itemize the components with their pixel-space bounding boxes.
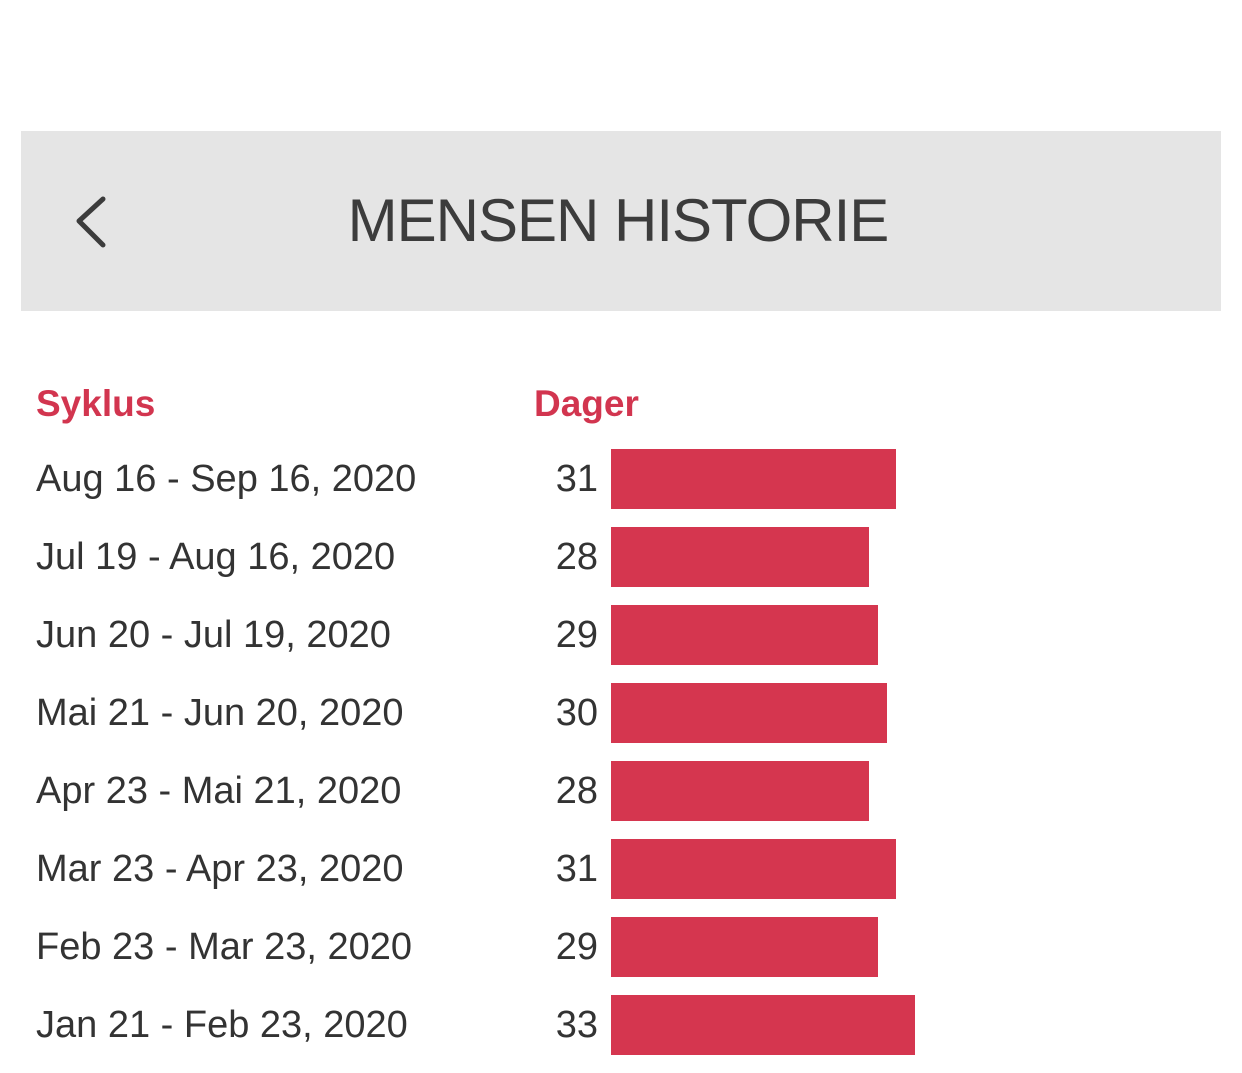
cycle-row: Jan 21 - Feb 23, 2020 33	[0, 995, 1242, 1073]
cycle-days: 28	[555, 536, 598, 578]
cycle-row: Mai 21 - Jun 20, 2020 30	[0, 683, 1242, 761]
cycle-row: Apr 23 - Mai 21, 2020 28	[0, 761, 1242, 839]
cycle-length-bar	[611, 527, 869, 587]
cycle-row: Aug 16 - Sep 16, 2020 31	[0, 449, 1242, 527]
cycle-range: Aug 16 - Sep 16, 2020	[36, 458, 417, 500]
cycle-list: Aug 16 - Sep 16, 2020 31 Jul 19 - Aug 16…	[0, 449, 1242, 1073]
cycle-length-bar	[611, 917, 878, 977]
cycle-range: Mai 21 - Jun 20, 2020	[36, 692, 404, 734]
cycle-length-bar	[611, 761, 869, 821]
cycle-length-bar	[611, 605, 878, 665]
cycle-days: 33	[555, 1004, 598, 1046]
cycle-row: Jun 20 - Jul 19, 2020 29	[0, 605, 1242, 683]
cycle-range: Apr 23 - Mai 21, 2020	[36, 770, 402, 812]
cycle-column-header: Syklus	[36, 383, 156, 424]
chevron-left-icon	[76, 196, 106, 248]
cycle-range: Jul 19 - Aug 16, 2020	[36, 536, 396, 578]
cycle-days: 29	[555, 614, 598, 656]
cycle-length-bar	[611, 839, 896, 899]
days-column-header: Dager	[534, 383, 639, 424]
cycle-days: 30	[555, 692, 598, 734]
cycle-range: Jun 20 - Jul 19, 2020	[36, 614, 391, 656]
cycle-days: 31	[555, 848, 598, 890]
cycle-range: Feb 23 - Mar 23, 2020	[36, 926, 412, 968]
top-bar: MENSEN HISTORIE	[21, 131, 1221, 311]
cycle-row: Feb 23 - Mar 23, 2020 29	[0, 917, 1242, 995]
cycle-length-bar	[611, 995, 915, 1055]
cycle-row: Jul 19 - Aug 16, 2020 28	[0, 527, 1242, 605]
cycle-length-bar	[611, 449, 896, 509]
page-title: MENSEN HISTORIE	[347, 187, 890, 254]
back-button[interactable]	[63, 183, 123, 259]
cycle-row: Mar 23 - Apr 23, 2020 31	[0, 839, 1242, 917]
cycle-days: 28	[555, 770, 598, 812]
cycle-range: Jan 21 - Feb 23, 2020	[36, 1004, 408, 1046]
cycle-range: Mar 23 - Apr 23, 2020	[36, 848, 404, 890]
cycle-length-bar	[611, 683, 887, 743]
cycle-days: 31	[555, 458, 598, 500]
cycle-days: 29	[555, 926, 598, 968]
